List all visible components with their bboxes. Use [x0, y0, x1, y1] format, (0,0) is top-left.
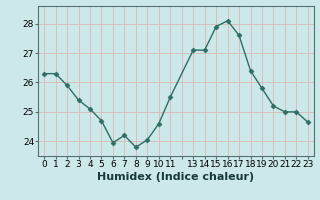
X-axis label: Humidex (Indice chaleur): Humidex (Indice chaleur)	[97, 172, 255, 182]
